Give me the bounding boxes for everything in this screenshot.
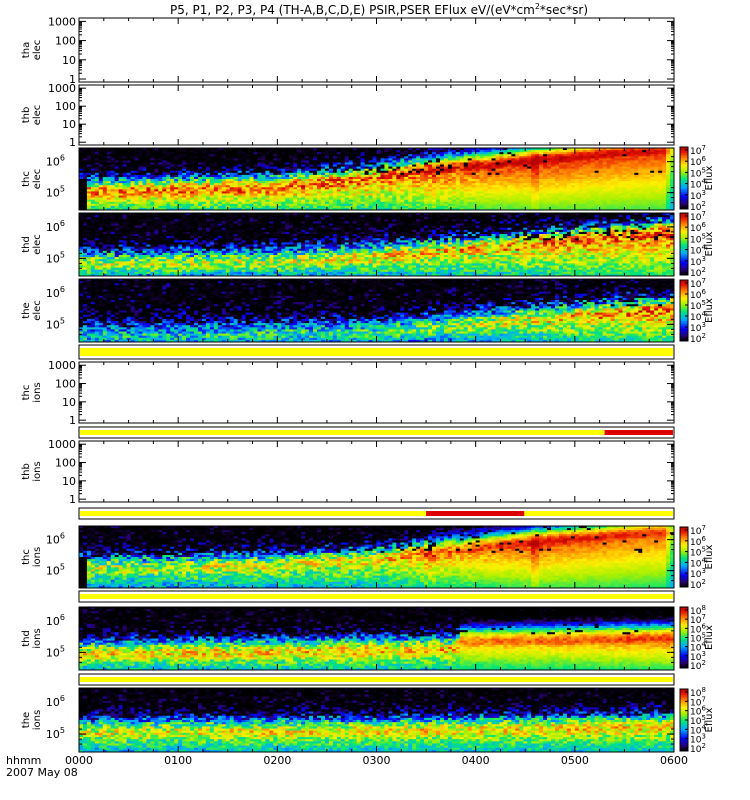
- spectrogram: [79, 148, 674, 210]
- y-tick-label: 1: [69, 136, 76, 149]
- themis-overview-figure: P5, P1, P2, P3, P4 (TH-A,B,C,D,E) PSIR,P…: [0, 0, 750, 800]
- y-tick-label: 1000: [48, 15, 76, 28]
- y-tick-label: 1000: [48, 82, 76, 95]
- chart-title: P5, P1, P2, P3, P4 (TH-A,B,C,D,E) PSIR,P…: [170, 2, 588, 17]
- panel-label: thbelec: [21, 105, 43, 126]
- y-tick-label: 10: [62, 118, 76, 131]
- plot-frame: [79, 18, 674, 82]
- panel-label-line1: tha: [21, 42, 32, 58]
- y-tick-label: 100: [55, 100, 76, 113]
- title-main: P5, P1, P2, P3, P4 (TH-A,B,C,D,E) PSIR,P…: [170, 3, 535, 17]
- panel-label: thaelec: [21, 40, 43, 61]
- panel-label-line1: thb: [21, 107, 32, 124]
- plot-frame: [79, 85, 674, 145]
- y-tick-label: 10: [62, 54, 76, 67]
- panel-stack: thaelec1000100101thbelec1000100101thcele…: [21, 15, 715, 755]
- title-tail: *sec*sr): [540, 3, 588, 17]
- y-tick-label: 100: [55, 35, 76, 48]
- panel-label-line1: thc: [21, 171, 32, 187]
- panel-label: thcelec: [21, 169, 43, 190]
- panel-label-line2: elec: [32, 40, 43, 61]
- panel-label-line2: elec: [32, 105, 43, 126]
- panel-label-line2: elec: [32, 169, 43, 190]
- panel-1-line: thbelec 1000 100 10 1: [21, 82, 674, 149]
